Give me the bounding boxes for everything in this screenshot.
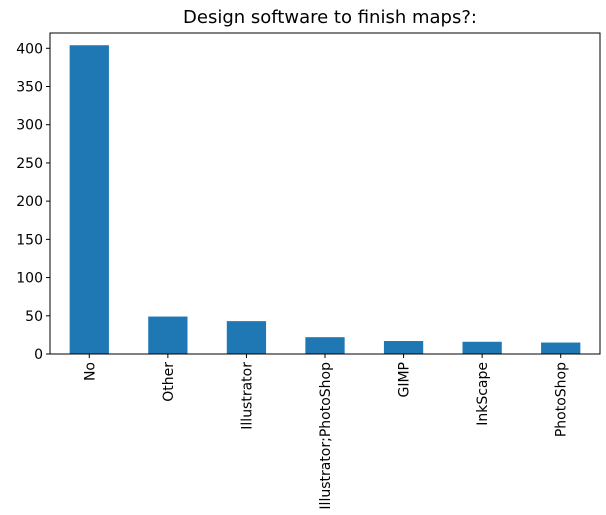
x-tick-label: PhotoShop — [554, 362, 570, 437]
x-tick-label: GIMP — [397, 362, 413, 398]
plot-area: 0 50 100 150 200 250 300 350 400 No Other Illustrat… — [16, 32, 601, 510]
y-tick-label: 50 — [25, 309, 43, 325]
y-tick-label: 200 — [16, 194, 43, 210]
bar — [462, 341, 502, 354]
y-tick-label: 100 — [16, 271, 43, 287]
y-tick-label: 350 — [16, 80, 43, 96]
x-tick-label: Other — [161, 362, 177, 402]
x-tick-label: InkScape — [475, 362, 491, 426]
y-tick-label: 400 — [16, 41, 43, 57]
chart-title: Design software to finish maps?: — [183, 7, 477, 28]
x-tick-label: Illustrator — [239, 362, 255, 430]
y-tick-label: 0 — [34, 347, 43, 363]
bar — [383, 341, 424, 354]
bar — [148, 316, 188, 354]
bar — [69, 45, 109, 354]
x-tick-label: No — [82, 362, 98, 381]
bar — [226, 321, 267, 354]
y-tick-label: 150 — [16, 232, 43, 248]
y-tick-label: 250 — [16, 156, 43, 172]
bar — [305, 337, 345, 354]
bar — [541, 342, 581, 354]
plot-frame — [49, 32, 601, 355]
x-tick-label: Illustrator;PhotoShop — [318, 362, 334, 510]
y-tick-label: 300 — [16, 118, 43, 134]
